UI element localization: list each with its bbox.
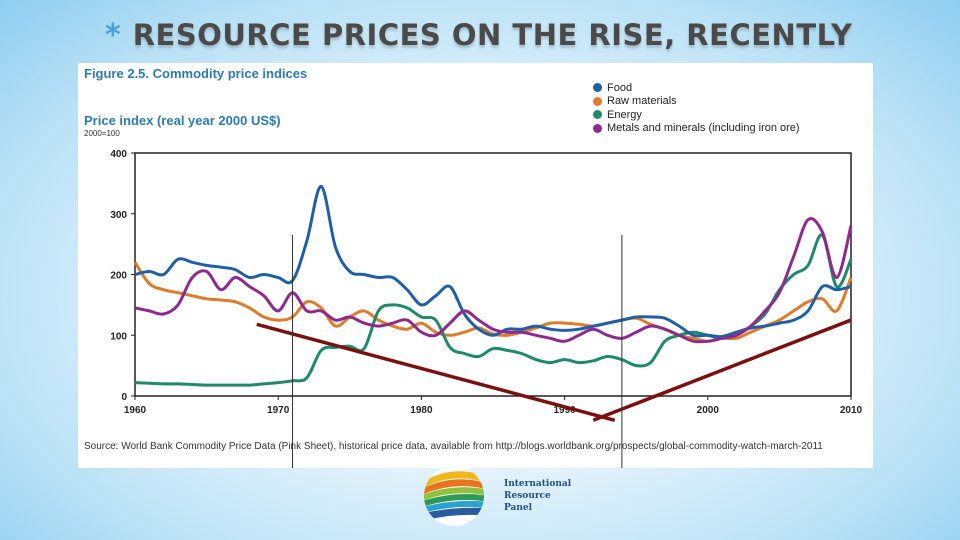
legend-label: Metals and minerals (including iron ore) <box>607 122 800 135</box>
source-note: Source: World Bank Commodity Price Data … <box>84 441 823 452</box>
legend-marker-icon <box>593 83 602 93</box>
legend-item: Metals and minerals (including iron ore) <box>593 122 800 136</box>
x-tick-label: 1980 <box>410 405 433 416</box>
legend-item: Food <box>593 81 800 95</box>
figure-panel: Figure 2.5. Commodity price indices Pric… <box>78 63 873 468</box>
x-tick-label: 2010 <box>840 405 863 416</box>
series-line-food <box>134 184 852 339</box>
y-axis-title: Price index (real year 2000 US$) <box>84 113 281 128</box>
y-tick-label: 200 <box>110 271 127 282</box>
x-tick-label: 1970 <box>267 405 290 416</box>
legend-marker-icon <box>593 110 602 120</box>
figure-title: Figure 2.5. Commodity price indices <box>84 66 308 81</box>
slide-title: * RESOURCE PRICES ON THE RISE, RECENTLY <box>105 10 925 60</box>
slide-title-text: RESOURCE PRICES ON THE RISE, RECENTLY <box>132 18 853 52</box>
trend-line-2 <box>592 318 852 422</box>
series-line-metals <box>134 217 853 344</box>
y-tick-label: 300 <box>110 210 127 221</box>
legend-label: Energy <box>607 108 642 121</box>
irp-logo-icon <box>424 466 484 526</box>
international-resource-panel-logo: International Resource Panel <box>414 462 589 532</box>
legend-label: Food <box>607 81 633 94</box>
legend-label: Raw materials <box>607 95 677 108</box>
title-star-icon: * <box>105 17 121 53</box>
index-basis-label: 2000=100 <box>84 129 120 138</box>
x-tick-label: 2000 <box>697 405 720 416</box>
chart-legend: Food Raw materials Energy Metals and minera… <box>593 81 800 135</box>
legend-marker-icon <box>593 123 602 133</box>
logo-text-line1: International <box>504 479 572 489</box>
legend-marker-icon <box>593 96 602 106</box>
x-tick-label: 1990 <box>553 405 576 416</box>
y-tick-label: 100 <box>110 331 127 342</box>
y-tick-label: 400 <box>110 149 127 160</box>
legend-item: Raw materials <box>593 95 800 109</box>
trend-line-1 <box>256 322 616 422</box>
line-chart: 0 100 200 300 400 1960 1970 1980 1990 2000 2010 <box>110 149 863 468</box>
legend-item: Energy <box>593 108 800 122</box>
x-tick-label: 1960 <box>124 405 147 416</box>
logo-text: International Resource Panel <box>504 478 571 514</box>
logo-text-line3: Panel <box>504 503 533 513</box>
logo-text-line2: Resource <box>504 491 551 501</box>
y-tick-label: 0 <box>121 392 127 403</box>
